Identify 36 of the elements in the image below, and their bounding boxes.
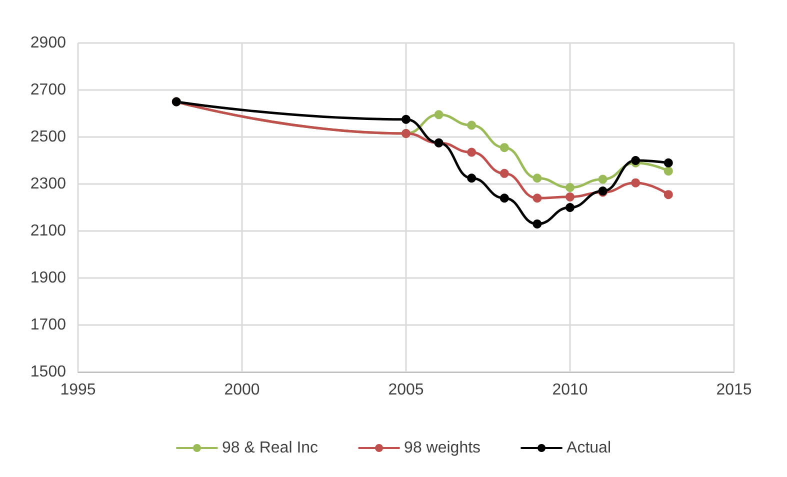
point xyxy=(664,166,673,176)
y-tick-label: 1900 xyxy=(30,270,66,286)
y-tick-label: 1500 xyxy=(30,364,66,380)
legend-label: 98 & Real Inc xyxy=(222,440,318,456)
point xyxy=(467,148,476,157)
y-tick-label: 2100 xyxy=(30,222,66,240)
point xyxy=(631,156,640,165)
x-tick-label: 1995 xyxy=(60,382,96,398)
x-tick-label: 2000 xyxy=(224,382,260,398)
x-tick-label: 2015 xyxy=(716,382,752,398)
point xyxy=(566,203,574,212)
point xyxy=(664,190,673,200)
y-tick-label: 2900 xyxy=(30,34,66,52)
point xyxy=(566,192,574,202)
x-tick-label: 2005 xyxy=(388,382,424,398)
point xyxy=(434,110,444,120)
point xyxy=(500,168,509,178)
point xyxy=(500,143,509,152)
point xyxy=(500,194,509,203)
point xyxy=(467,174,476,183)
point xyxy=(566,183,574,192)
point xyxy=(664,158,673,168)
point xyxy=(532,219,542,228)
point xyxy=(467,120,476,130)
point xyxy=(631,178,640,188)
y-tick-label: 2500 xyxy=(30,128,66,146)
point xyxy=(598,174,608,184)
legend-label: Actual xyxy=(566,440,612,456)
y-tick-label: 2300 xyxy=(30,176,66,192)
point xyxy=(532,194,542,203)
y-tick-label: 2700 xyxy=(30,82,66,98)
y-tick-label: 1700 xyxy=(30,316,66,334)
x-tick-label: 2010 xyxy=(552,382,588,398)
point xyxy=(532,174,542,183)
legend-label: 98 weights xyxy=(404,440,481,456)
point xyxy=(402,114,410,124)
